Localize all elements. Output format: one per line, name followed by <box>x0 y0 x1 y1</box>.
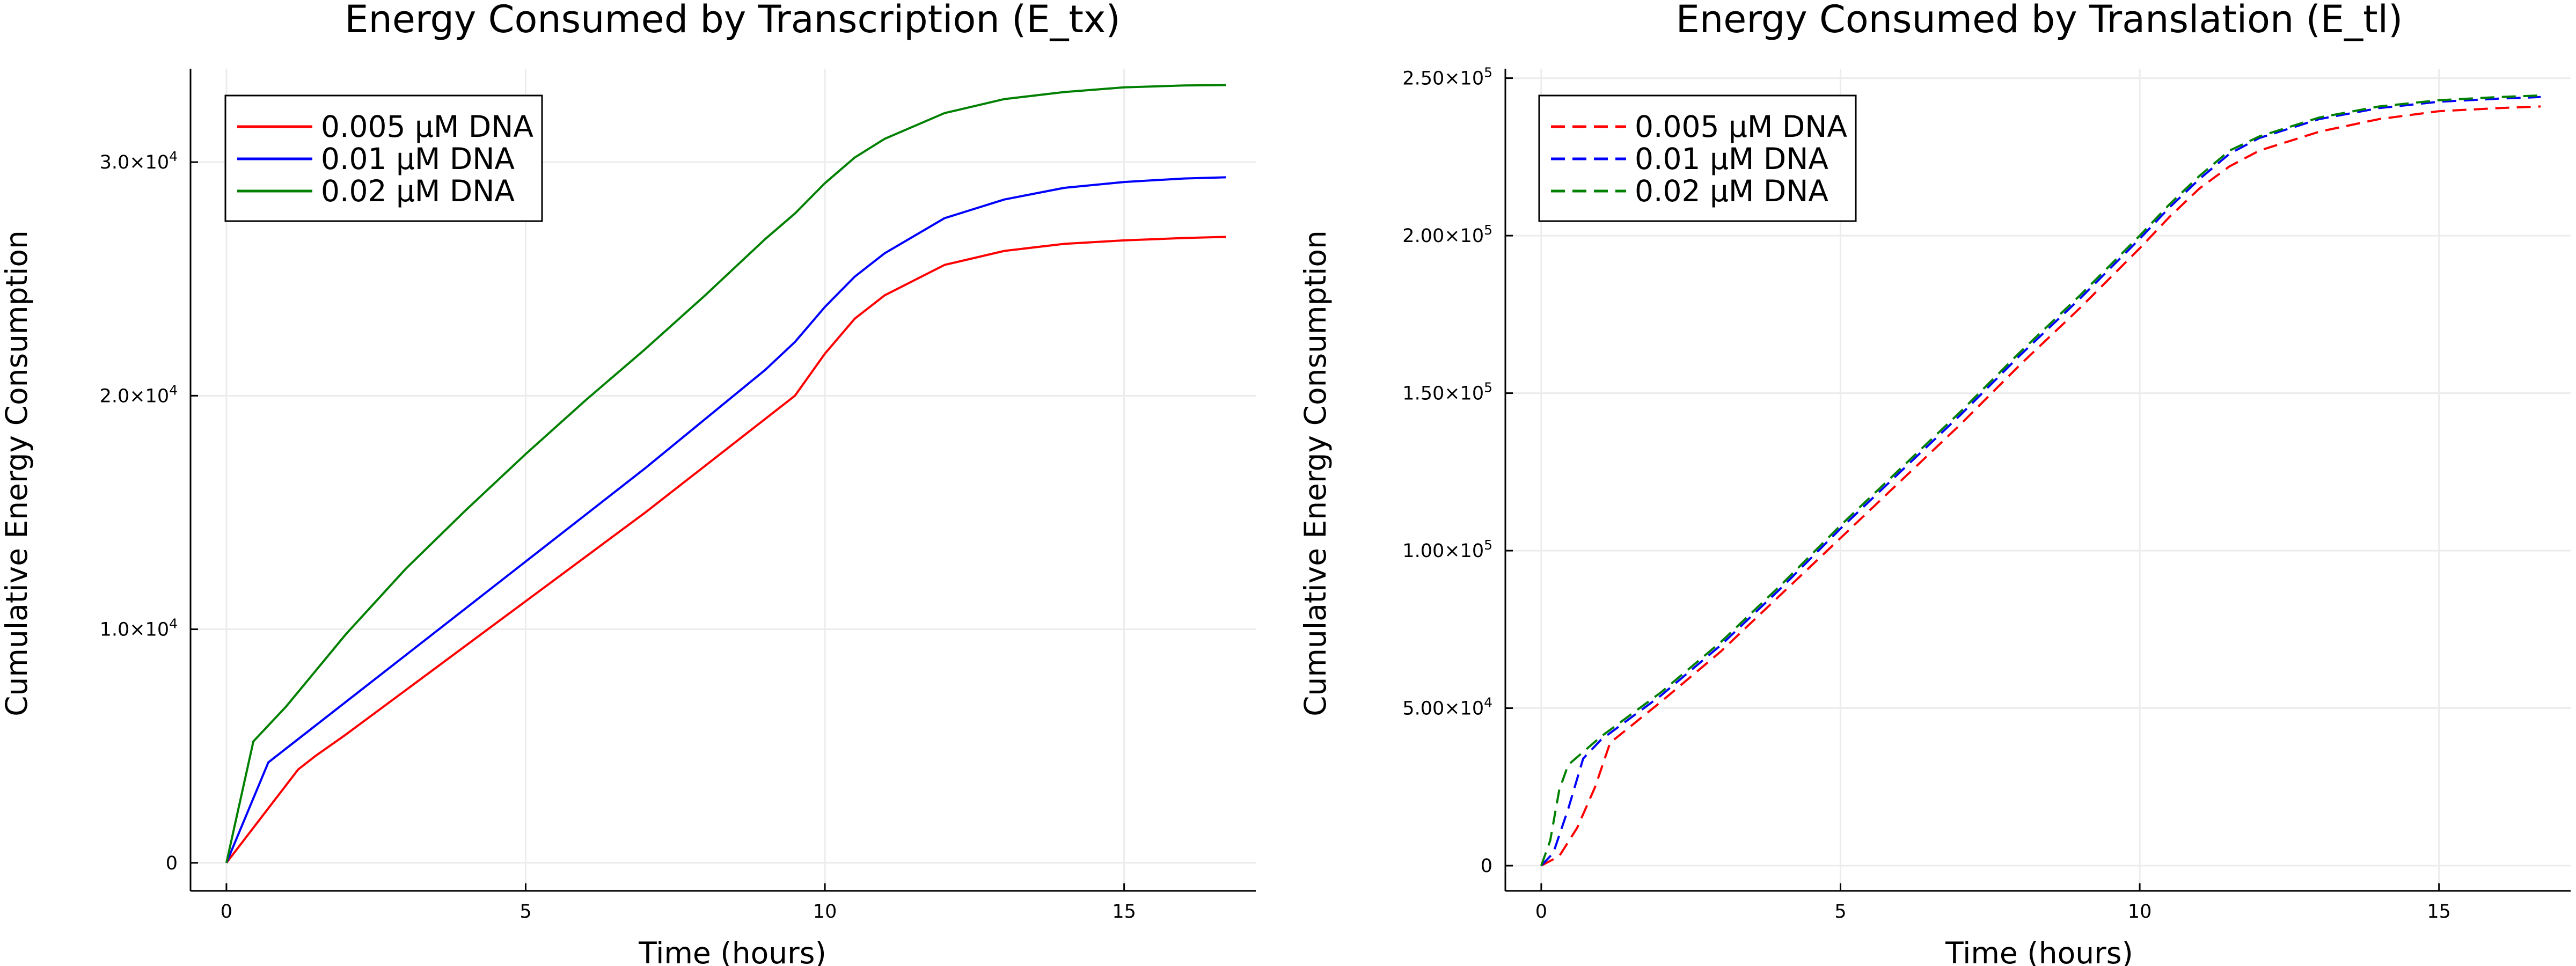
y-tick-label: 5.00×104 <box>1402 695 1492 720</box>
series-line <box>225 236 1226 864</box>
x-tick-label: 10 <box>2128 901 2152 923</box>
y-tick-label: 0 <box>1481 855 1492 877</box>
chart-title: Energy Consumed by Transcription (E_tx) <box>345 0 1120 41</box>
x-tick-label: 5 <box>519 901 531 923</box>
legend-label: 0.01 μM DNA <box>321 142 515 176</box>
series-line <box>1540 94 2541 866</box>
y-tick-label: 2.00×105 <box>1402 222 1492 247</box>
y-tick-label: 0 <box>166 853 178 874</box>
panel-transcription: Energy Consumed by Transcription (E_tx) … <box>0 0 1256 966</box>
series-line <box>1540 96 2541 867</box>
y-axis: 0 5.00×104 1.00×105 1.50×105 2.00×105 2.50×10… <box>1402 65 1513 891</box>
y-tick-label: 1.00×105 <box>1402 537 1492 562</box>
plot-series <box>225 84 1226 864</box>
y-tick-label: 2.50×105 <box>1402 65 1492 90</box>
x-axis-label: Time (hours) <box>638 936 826 966</box>
plot-series <box>1540 94 2541 867</box>
grid-lines <box>1505 69 2571 891</box>
x-axis-label: Time (hours) <box>1945 936 2133 966</box>
legend-box <box>1538 94 1857 222</box>
legend-label: 0.02 μM DNA <box>1635 174 1828 208</box>
x-tick-label: 5 <box>1834 901 1846 923</box>
x-axis: 0 5 10 15 <box>191 883 1256 923</box>
x-tick-label: 10 <box>813 901 837 923</box>
y-tick-label: 3.0×104 <box>100 149 178 173</box>
legend-label: 0.02 μM DNA <box>321 174 515 208</box>
x-tick-label: 0 <box>1535 901 1547 923</box>
series-line <box>1540 105 2541 867</box>
legend-label: 0.005 μM DNA <box>321 109 533 144</box>
series-line <box>225 84 1226 863</box>
y-tick-label: 2.0×104 <box>100 382 178 407</box>
x-tick-label: 15 <box>2427 901 2451 923</box>
x-axis: 0 5 10 15 <box>1505 883 2571 923</box>
y-axis-label: Cumulative Energy Consumption <box>1298 230 1333 716</box>
x-tick-label: 0 <box>221 901 232 923</box>
legend-label: 0.005 μM DNA <box>1635 109 1847 144</box>
y-axis-label: Cumulative Energy Consumption <box>0 230 34 716</box>
y-tick-label: 1.50×105 <box>1402 380 1492 405</box>
x-tick-label: 15 <box>1112 901 1136 923</box>
y-tick-label: 1.0×104 <box>100 616 178 641</box>
y-axis: 0 1.0×104 2.0×104 3.0×104 <box>100 69 198 891</box>
series-line <box>225 176 1226 863</box>
legend-label: 0.01 μM DNA <box>1635 142 1828 176</box>
panel-translation: Energy Consumed by Translation (E_tl) 0 5… <box>1298 0 2571 966</box>
chart-title: Energy Consumed by Translation (E_tl) <box>1676 0 2403 41</box>
